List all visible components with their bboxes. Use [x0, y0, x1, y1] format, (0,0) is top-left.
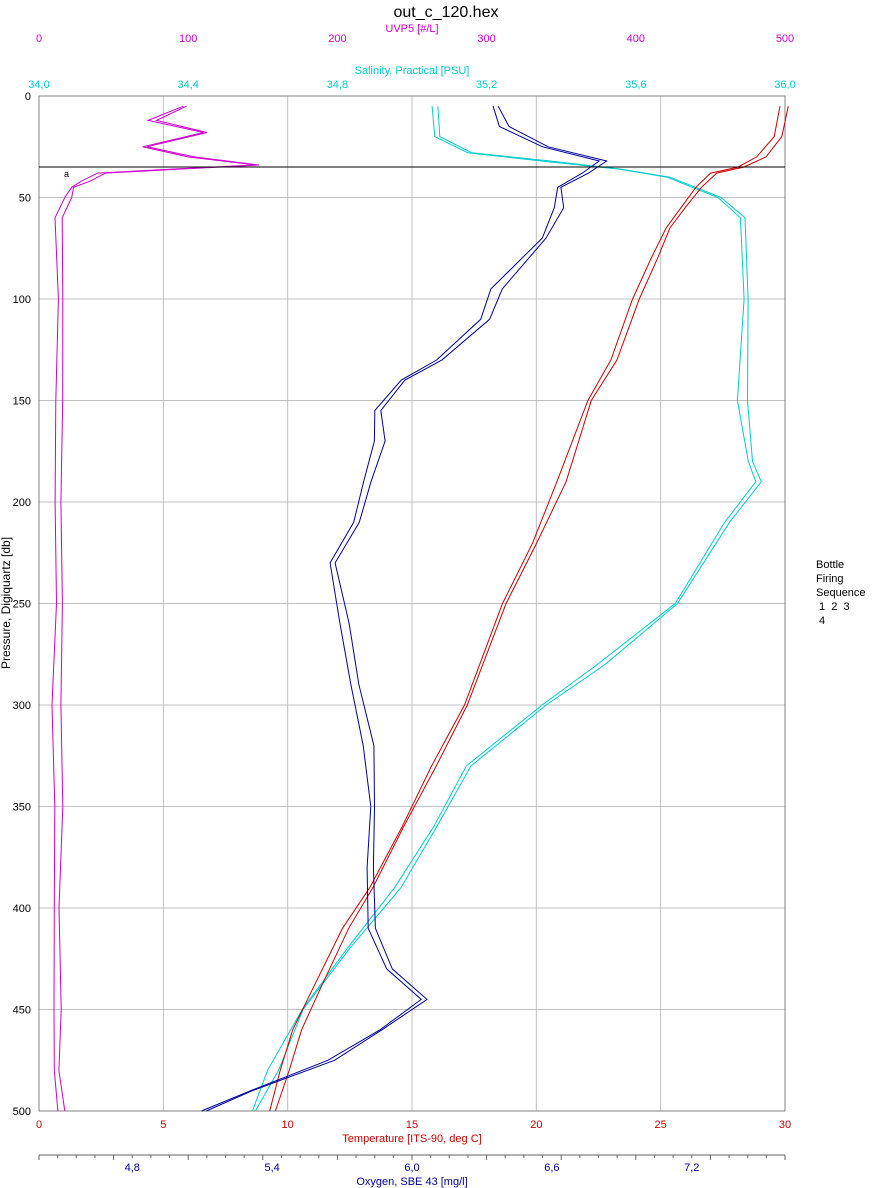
legend-line: 1 2 3 [816, 601, 850, 613]
y-tick-label: 100 [13, 294, 31, 306]
bottle-firing-legend: Bottle Firing Sequence 1 2 3 4 [816, 558, 866, 628]
y-axis-label: Pressure, Digiquartz [db] [0, 537, 13, 669]
temperature-tick-label: 30 [779, 1119, 791, 1131]
uvp5-tick-label: 500 [776, 33, 794, 45]
series [51, 105, 789, 1112]
temperature-tick-label: 5 [160, 1119, 166, 1131]
oxygen-tick-label: 7,2 [684, 1162, 699, 1174]
oxygen-series-line [201, 106, 601, 1112]
oxygen-tick-label: 6,6 [544, 1162, 559, 1174]
y-tick-label: 400 [13, 903, 31, 915]
oxygen-tick-label: 5,4 [264, 1162, 279, 1174]
uvp5-tick-label: 400 [627, 33, 645, 45]
y-tick-label: 0 [25, 91, 31, 103]
uvp5-tick-label: 100 [179, 33, 197, 45]
y-tick-label: 450 [13, 1005, 31, 1017]
uvp5-axis-title: UVP5 [#/L] [385, 23, 438, 35]
salinity-tick-label: 34,8 [327, 79, 348, 91]
legend-line: Sequence [816, 587, 866, 599]
legend-line: Firing [816, 573, 844, 585]
y-tick-label: 350 [13, 802, 31, 814]
temperature-series-line [274, 106, 789, 1112]
temperature-tick-label: 25 [655, 1119, 667, 1131]
bottle-annotation: a [64, 169, 69, 179]
uvp5-tick-label: 200 [328, 33, 346, 45]
salinity-tick-label: 36,0 [774, 79, 795, 91]
temperature-tick-label: 20 [530, 1119, 542, 1131]
oxygen-axis-title: Oxygen, SBE 43 [mg/l] [356, 1176, 467, 1188]
y-tick-label: 500 [13, 1106, 31, 1118]
uvp5-tick-label: 0 [36, 33, 42, 45]
oxygen-tick-label: 6,0 [404, 1162, 419, 1174]
uvp5-series-line [51, 105, 257, 1112]
chart-title: out_c_120.hex [394, 4, 499, 21]
grid [38, 95, 786, 1112]
y-tick-label: 200 [13, 497, 31, 509]
y-tick-label: 300 [13, 700, 31, 712]
y-tick-label: 50 [19, 193, 31, 205]
temperature-tick-label: 0 [36, 1119, 42, 1131]
oxygen-tick-label: 4,8 [125, 1162, 140, 1174]
temperature-tick-label: 15 [406, 1119, 418, 1131]
legend-line: Bottle [816, 559, 845, 571]
salinity-tick-label: 34,0 [28, 79, 49, 91]
plot-area-border [38, 95, 786, 1112]
y-tick-label: 150 [13, 396, 31, 408]
salinity-series-line [254, 106, 762, 1112]
y-tick-label: 250 [13, 599, 31, 611]
temperature-series-line [269, 106, 781, 1112]
salinity-axis-title: Salinity, Practical [PSU] [355, 65, 470, 77]
oxygen-series-line [206, 105, 608, 1112]
uvp5-tick-label: 300 [477, 33, 495, 45]
temperature-tick-label: 10 [282, 1119, 294, 1131]
temperature-axis-title: Temperature [ITS-90, deg C] [342, 1133, 481, 1145]
salinity-tick-label: 35,2 [476, 79, 497, 91]
salinity-tick-label: 34,4 [177, 79, 198, 91]
legend-line: 4 [816, 615, 826, 627]
uvp5-series-line [58, 105, 260, 1112]
salinity-tick-label: 35,6 [625, 79, 646, 91]
